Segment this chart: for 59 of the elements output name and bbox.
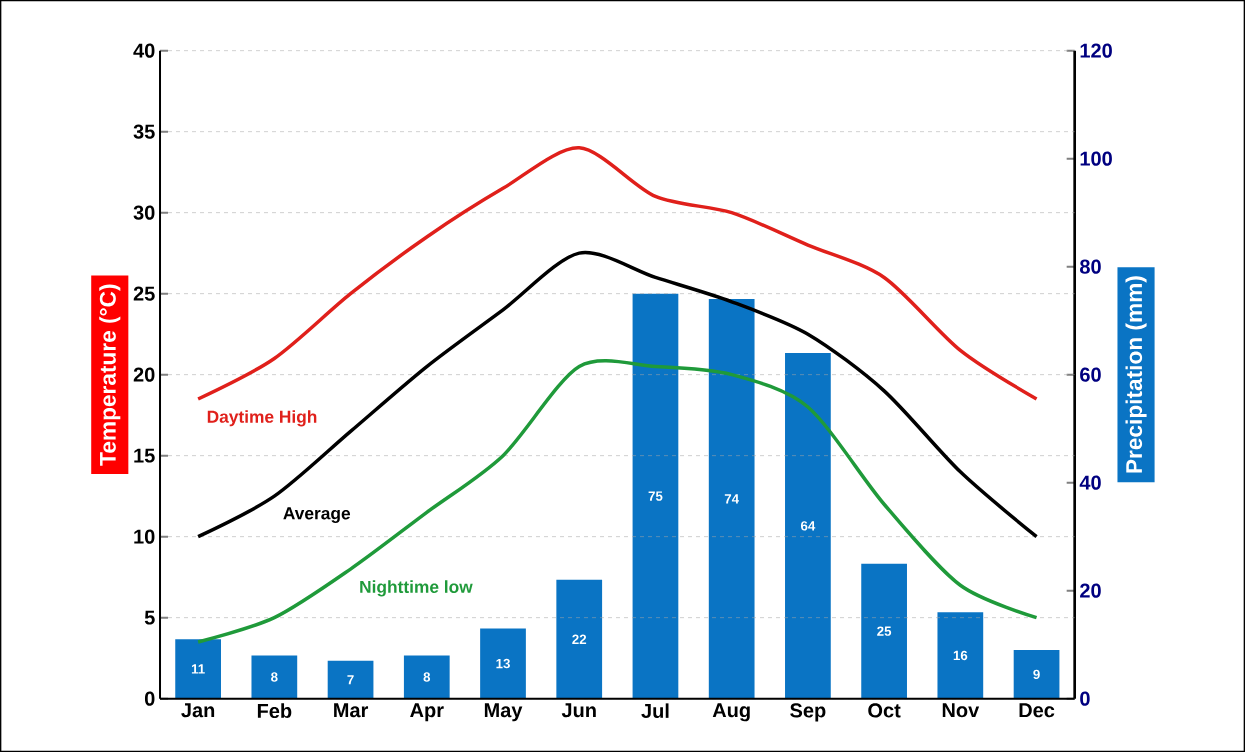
data-label: 22	[572, 634, 587, 644]
line-series	[196, 146, 1039, 401]
x-tick-label: Aug	[712, 703, 750, 722]
data-label: 13	[496, 658, 510, 669]
data-label: 25	[877, 626, 892, 636]
y-tick-label: 20	[133, 367, 155, 382]
x-tick-label: Apr	[410, 703, 444, 722]
data-label: 7	[347, 675, 354, 685]
bar	[937, 612, 984, 699]
y2-tick-label: 120	[1080, 43, 1112, 58]
bar	[556, 579, 603, 699]
x-tick-label: Dec	[1019, 703, 1055, 718]
series-label: Average	[283, 507, 351, 523]
y-tick-label: 0	[144, 691, 155, 706]
x-tick-label: Nov	[942, 703, 980, 718]
y-tick-label: 5	[144, 610, 155, 625]
bar	[251, 655, 298, 699]
y2-tick-label: 60	[1080, 367, 1101, 382]
y2-tick-label: 80	[1080, 259, 1101, 274]
data-label: 75	[648, 491, 663, 501]
data-label: 8	[271, 672, 278, 682]
y2-axis-title: Precipitation (mm)	[1125, 276, 1147, 473]
x-tick-label: Feb	[257, 703, 292, 719]
bar	[1013, 650, 1060, 699]
bar	[480, 628, 526, 699]
y2-tick-label: 0	[1080, 691, 1090, 706]
y-tick-label: 15	[134, 448, 155, 463]
bar	[175, 639, 221, 699]
y-tick-label: 10	[134, 529, 155, 544]
x-tick-label: Jun	[561, 703, 596, 718]
x-tick-label: Jan	[181, 703, 215, 718]
data-label: 16	[953, 650, 968, 661]
line-series	[196, 251, 1039, 539]
y-tick-label: 35	[133, 124, 155, 139]
y-tick-label: 25	[133, 286, 155, 301]
data-label: 74	[724, 494, 740, 504]
bar	[861, 563, 907, 699]
bar	[785, 353, 831, 699]
x-tick-label: Sep	[790, 703, 826, 722]
y2-tick-label: 100	[1080, 151, 1112, 166]
x-tick-label: Oct	[868, 703, 901, 718]
data-label: 64	[800, 521, 816, 531]
bar	[708, 299, 755, 699]
x-tick-label: Mar	[334, 703, 369, 718]
series-label: Daytime High	[207, 410, 317, 427]
y-axis-title: Temperature (°C)	[99, 284, 121, 466]
bar	[632, 293, 679, 699]
x-tick-label: Jul	[641, 703, 669, 719]
x-tick-label: May	[484, 703, 523, 722]
y2-tick-label: 20	[1080, 583, 1101, 598]
data-label: 8	[423, 672, 431, 682]
data-label: 11	[191, 664, 205, 674]
y-tick-label: 40	[133, 43, 155, 58]
y-tick-label: 30	[133, 205, 155, 220]
bar	[327, 660, 374, 699]
data-label: 9	[1033, 669, 1040, 680]
series-label: Nighttime low	[360, 580, 473, 597]
bar	[403, 655, 450, 699]
y2-tick-label: 40	[1079, 475, 1101, 490]
